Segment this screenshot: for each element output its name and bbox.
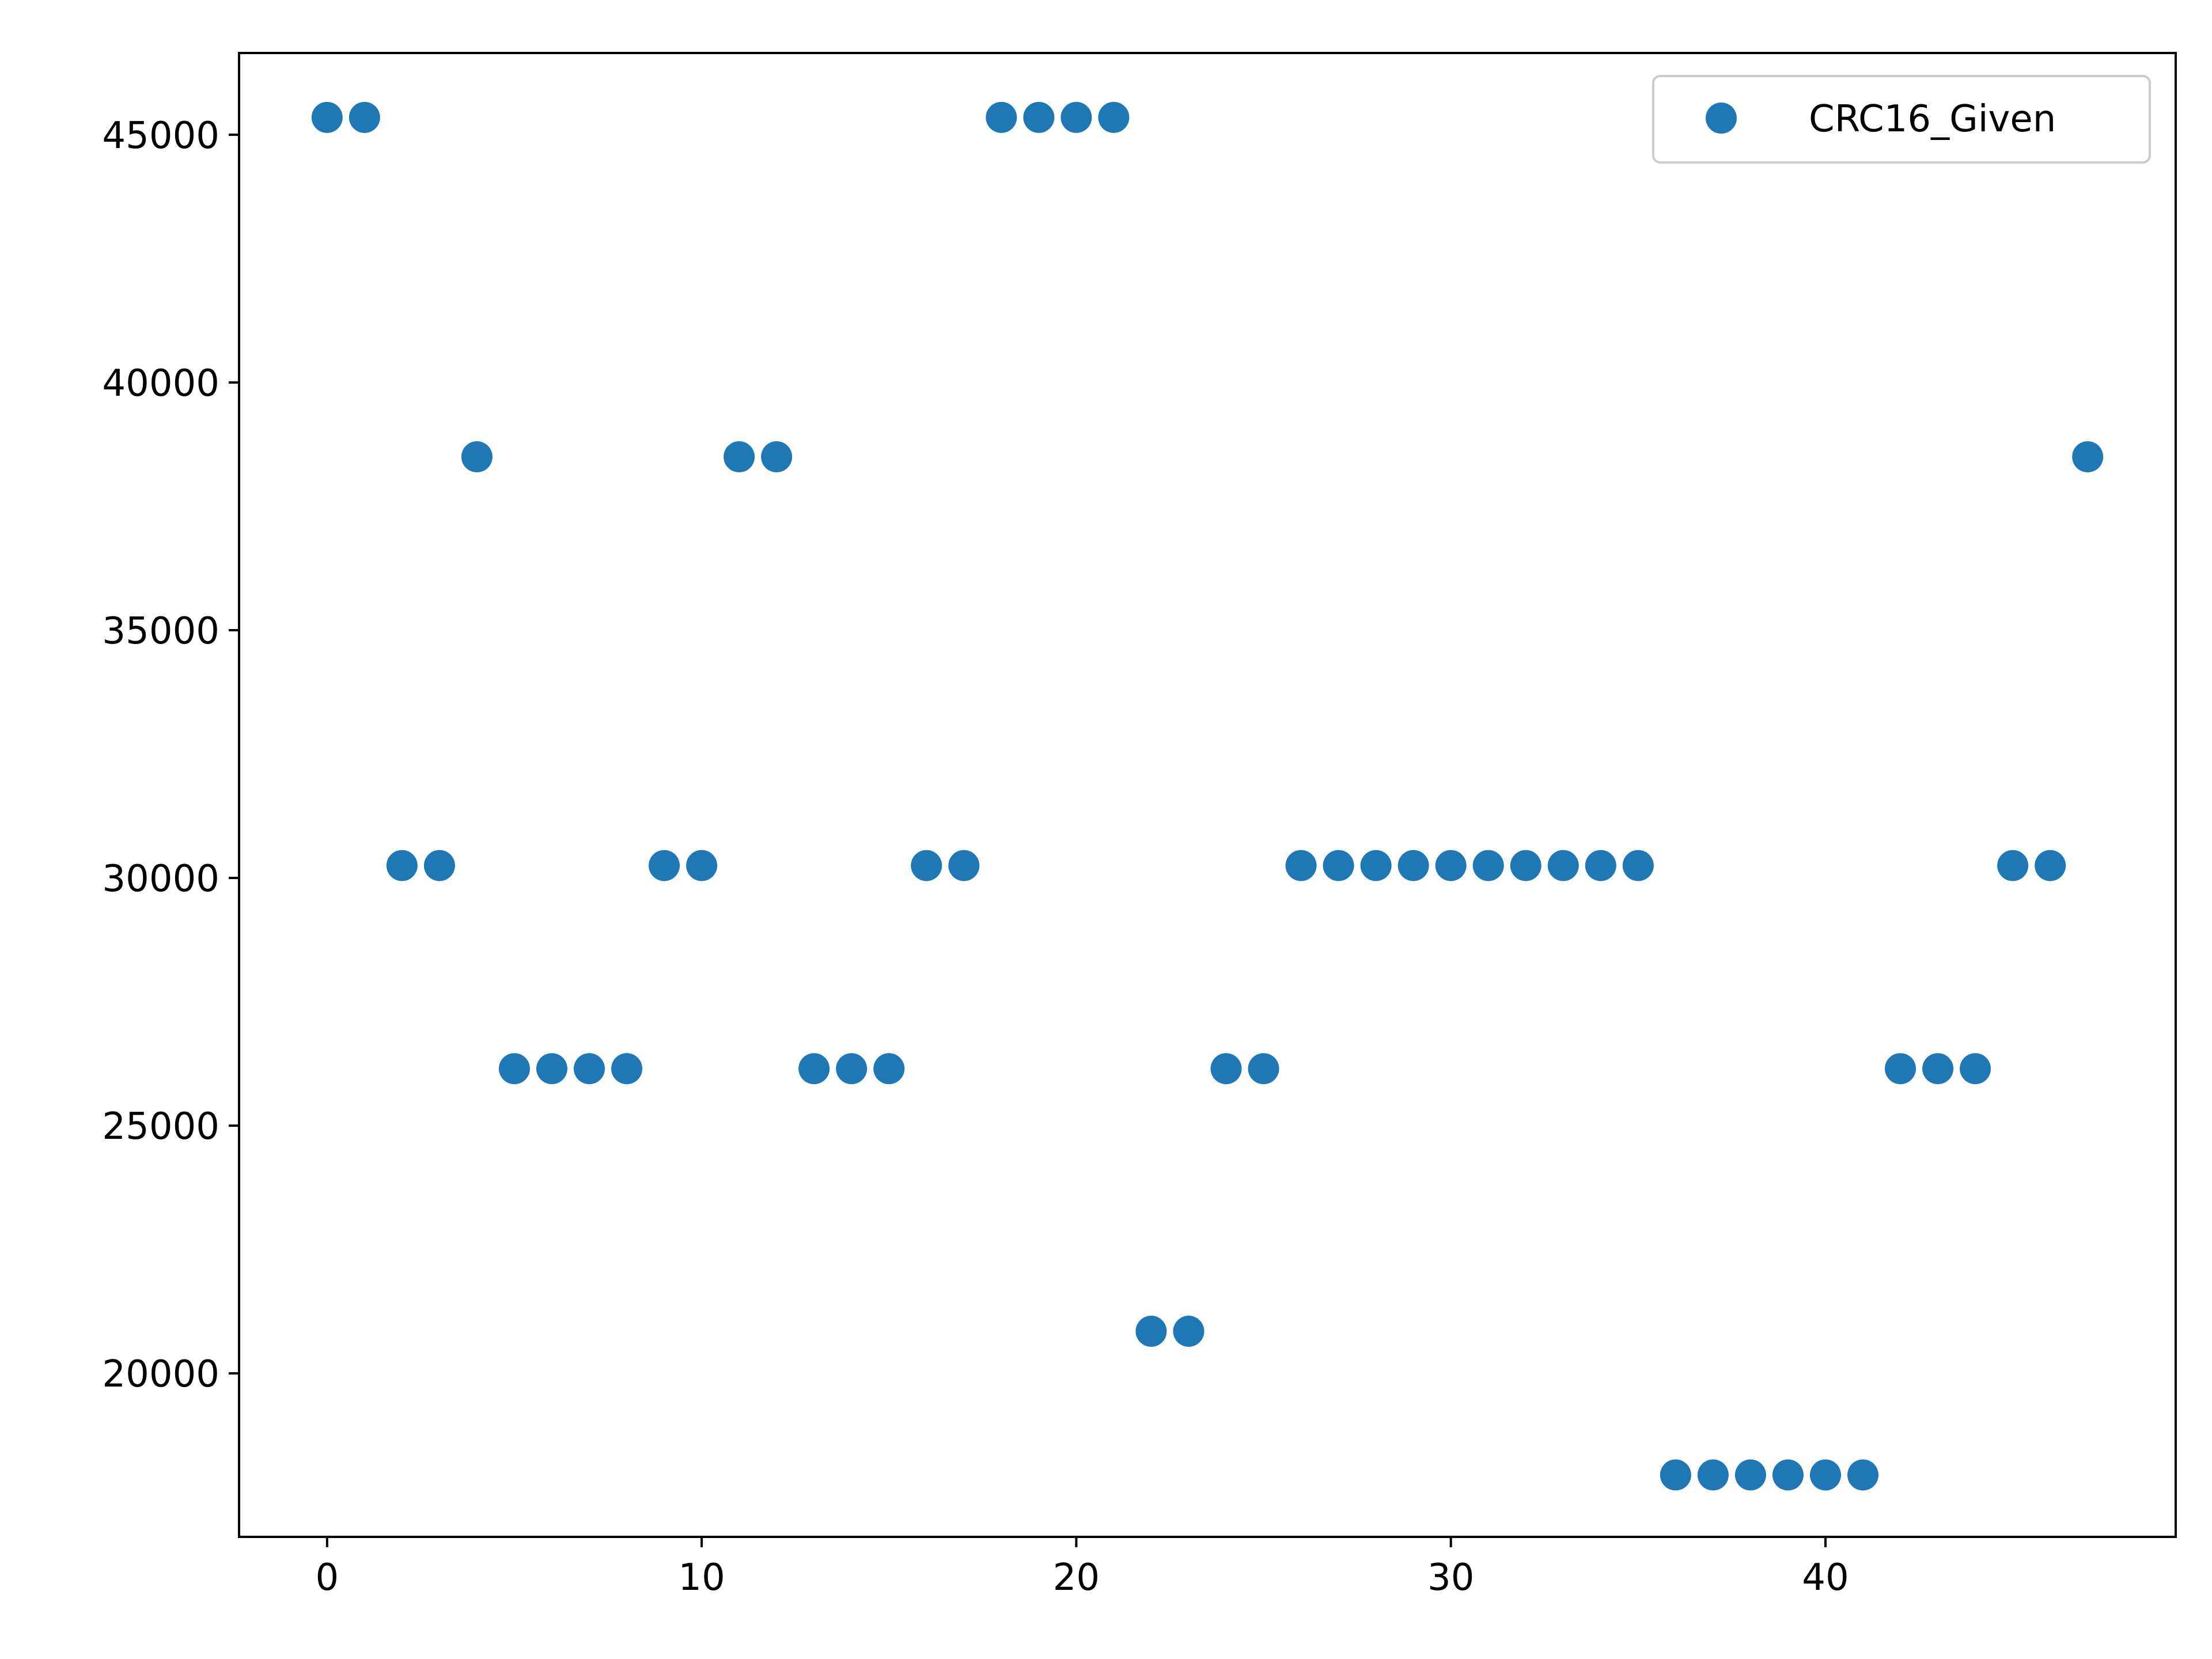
x-tick-label: 0	[315, 1556, 339, 1599]
data-point	[1734, 1459, 1766, 1491]
data-point	[1960, 1053, 1991, 1085]
data-point	[2035, 850, 2066, 881]
data-point	[1885, 1053, 1916, 1085]
data-point	[798, 1053, 830, 1085]
data-point	[1697, 1459, 1729, 1491]
data-point	[649, 850, 680, 881]
y-tick-label: 25000	[102, 1105, 219, 1148]
data-point	[1135, 1316, 1167, 1347]
data-point	[1060, 101, 1092, 133]
data-point	[1397, 850, 1429, 881]
data-point	[311, 101, 343, 133]
data-point	[423, 850, 455, 881]
data-point	[986, 101, 1017, 133]
legend-box	[1652, 75, 2151, 164]
x-tick-label: 20	[1053, 1556, 1100, 1599]
data-point	[461, 441, 493, 472]
x-tick-label: 10	[678, 1556, 725, 1599]
data-point	[873, 1053, 905, 1085]
y-tick-label: 35000	[102, 610, 219, 653]
data-point	[386, 850, 418, 881]
data-point	[1809, 1459, 1841, 1491]
data-point	[1622, 850, 1654, 881]
legend-marker	[1706, 103, 1737, 134]
y-tick-label: 40000	[102, 362, 219, 405]
data-point	[1547, 850, 1579, 881]
data-point	[1922, 1053, 1954, 1085]
data-point	[1173, 1316, 1205, 1347]
data-point	[349, 101, 380, 133]
y-tick-label: 30000	[102, 858, 219, 900]
data-point	[1285, 850, 1317, 881]
series-crc16-given	[311, 101, 2104, 1491]
y-tick-label: 45000	[102, 115, 219, 157]
data-point	[948, 850, 980, 881]
data-point	[574, 1053, 605, 1085]
legend-label: CRC16_Given	[1809, 98, 2056, 141]
data-point	[1023, 101, 1055, 133]
data-point	[911, 850, 942, 881]
data-point	[1248, 1053, 1279, 1085]
y-tick-label: 20000	[102, 1353, 219, 1396]
data-point	[1435, 850, 1467, 881]
data-point	[1210, 1053, 1242, 1085]
data-point	[1997, 850, 2029, 881]
data-point	[1660, 1459, 1691, 1491]
data-point	[1510, 850, 1541, 881]
data-point	[536, 1053, 567, 1085]
y-axis: 20000 25000 30000 35000 40000 45000	[102, 115, 239, 1396]
data-point	[611, 1053, 643, 1085]
data-point	[761, 441, 793, 472]
x-tick-label: 40	[1802, 1556, 1849, 1599]
plot-frame	[238, 52, 2177, 1538]
data-point	[2072, 441, 2104, 472]
data-point	[498, 1053, 530, 1085]
data-point	[724, 441, 755, 472]
data-point	[1360, 850, 1392, 881]
data-point	[686, 850, 718, 881]
data-point	[1585, 850, 1616, 881]
data-point	[1772, 1459, 1804, 1491]
data-point	[1098, 101, 1130, 133]
data-point	[1323, 850, 1354, 881]
legend: CRC16_Given	[1652, 75, 2151, 164]
data-point	[836, 1053, 868, 1085]
data-point	[1472, 850, 1504, 881]
x-tick-label: 30	[1427, 1556, 1474, 1599]
x-axis: 0 10 20 30 40	[315, 1537, 1849, 1599]
data-point	[1847, 1459, 1879, 1491]
